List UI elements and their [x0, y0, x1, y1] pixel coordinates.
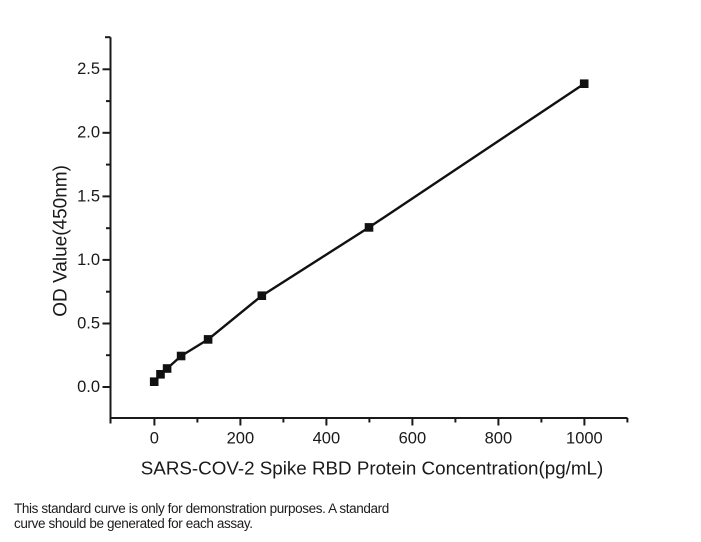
svg-text:2.5: 2.5: [77, 60, 100, 78]
svg-text:2.0: 2.0: [77, 124, 100, 142]
svg-text:600: 600: [399, 430, 427, 448]
svg-text:200: 200: [227, 430, 255, 448]
svg-text:0: 0: [150, 430, 159, 448]
svg-text:SARS-COV-2 Spike RBD Protein C: SARS-COV-2 Spike RBD Protein Concentrati…: [141, 457, 603, 478]
svg-text:800: 800: [485, 430, 513, 448]
svg-text:400: 400: [313, 430, 341, 448]
svg-text:1.0: 1.0: [77, 251, 100, 269]
svg-text:0.0: 0.0: [77, 378, 100, 396]
svg-text:OD Value(450nm): OD Value(450nm): [50, 165, 71, 317]
svg-text:1000: 1000: [566, 430, 603, 448]
svg-text:1.5: 1.5: [77, 187, 100, 205]
svg-text:0.5: 0.5: [77, 314, 100, 332]
